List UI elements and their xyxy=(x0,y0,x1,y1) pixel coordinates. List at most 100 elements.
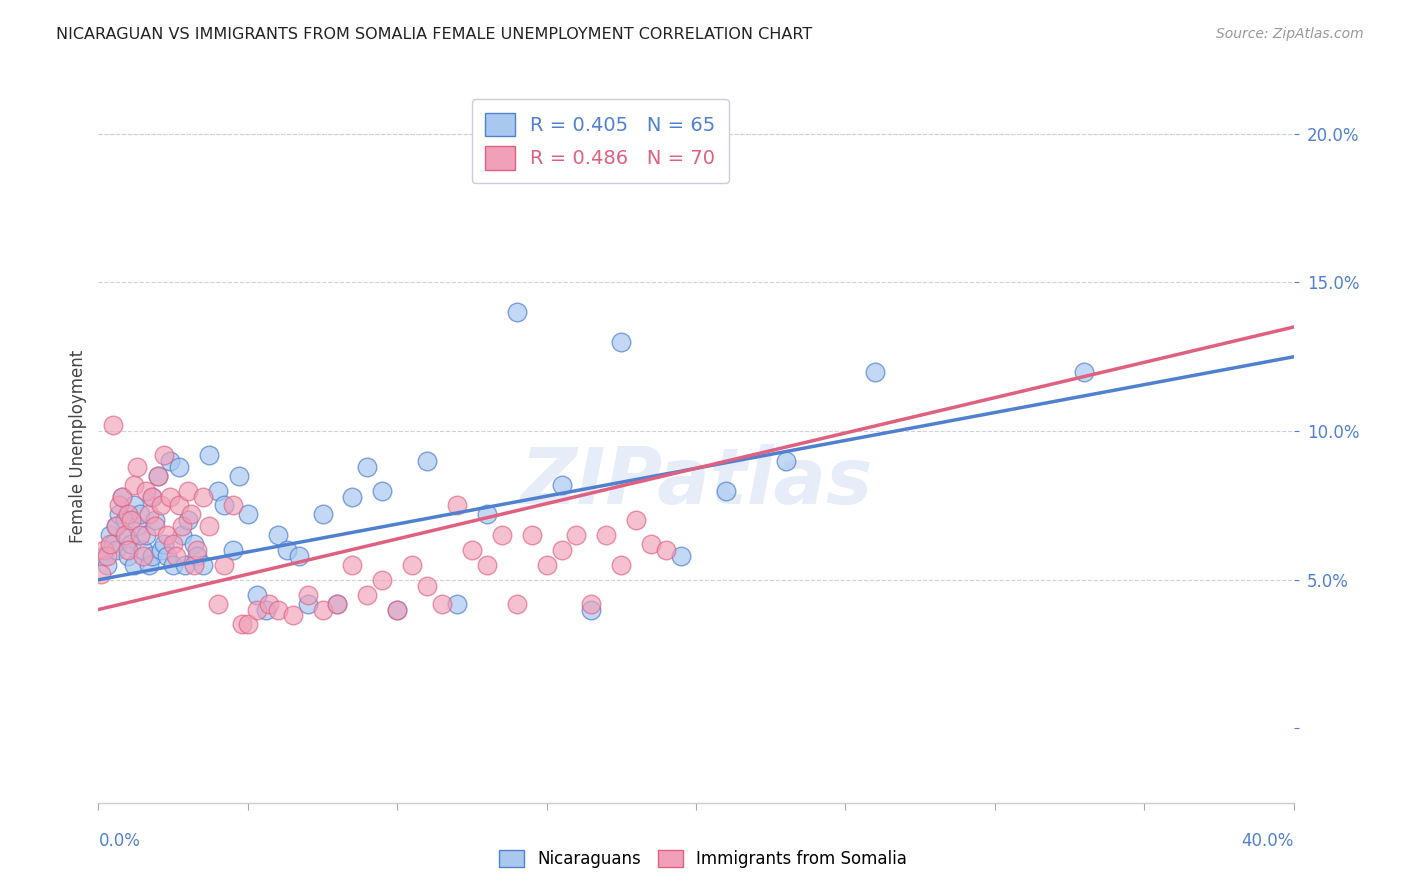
Point xyxy=(565,528,588,542)
Point xyxy=(96,549,118,563)
Point xyxy=(129,508,152,522)
Point xyxy=(93,543,115,558)
Point xyxy=(148,468,170,483)
Y-axis label: Female Unemployment: Female Unemployment xyxy=(69,350,87,542)
Text: ZIPatlas: ZIPatlas xyxy=(520,443,872,520)
Point xyxy=(446,597,468,611)
Point xyxy=(162,558,184,572)
Point xyxy=(475,558,498,572)
Point xyxy=(311,508,333,522)
Point xyxy=(626,513,648,527)
Point xyxy=(165,549,187,563)
Point xyxy=(141,490,163,504)
Point xyxy=(371,483,394,498)
Point xyxy=(135,528,157,542)
Point xyxy=(212,558,235,572)
Point xyxy=(254,602,277,616)
Point xyxy=(103,418,125,433)
Point xyxy=(581,602,603,616)
Point xyxy=(90,566,112,581)
Point xyxy=(356,588,378,602)
Point xyxy=(775,454,797,468)
Point xyxy=(129,528,152,542)
Point xyxy=(669,549,692,563)
Point xyxy=(257,597,280,611)
Point xyxy=(610,334,633,349)
Point xyxy=(236,508,259,522)
Point xyxy=(198,448,221,462)
Point xyxy=(156,549,179,563)
Point xyxy=(267,528,290,542)
Point xyxy=(172,519,194,533)
Point xyxy=(297,588,319,602)
Point xyxy=(430,597,453,611)
Point xyxy=(865,365,887,379)
Point xyxy=(183,537,205,551)
Point xyxy=(416,454,439,468)
Point xyxy=(132,549,155,563)
Point xyxy=(207,483,229,498)
Point xyxy=(96,558,118,572)
Point xyxy=(191,490,214,504)
Point xyxy=(236,617,259,632)
Point xyxy=(520,528,543,542)
Point xyxy=(536,558,558,572)
Point xyxy=(141,490,163,504)
Point xyxy=(183,558,205,572)
Point xyxy=(550,543,572,558)
Point xyxy=(159,490,181,504)
Point xyxy=(111,490,134,504)
Point xyxy=(105,543,128,558)
Point xyxy=(127,519,149,533)
Point xyxy=(446,499,468,513)
Point xyxy=(610,558,633,572)
Point xyxy=(120,513,142,527)
Point xyxy=(93,549,115,563)
Point xyxy=(98,528,122,542)
Text: Source: ZipAtlas.com: Source: ZipAtlas.com xyxy=(1216,27,1364,41)
Point xyxy=(267,602,290,616)
Text: 0.0%: 0.0% xyxy=(98,831,141,849)
Point xyxy=(1073,365,1095,379)
Point xyxy=(177,483,200,498)
Point xyxy=(714,483,737,498)
Point xyxy=(159,454,181,468)
Point xyxy=(326,597,349,611)
Point xyxy=(174,558,197,572)
Point xyxy=(276,543,298,558)
Point xyxy=(105,519,128,533)
Point xyxy=(231,617,253,632)
Point xyxy=(132,543,155,558)
Point xyxy=(356,459,378,474)
Point xyxy=(108,499,131,513)
Point xyxy=(177,513,200,527)
Point xyxy=(98,537,122,551)
Point xyxy=(228,468,250,483)
Text: 40.0%: 40.0% xyxy=(1241,831,1294,849)
Point xyxy=(103,537,125,551)
Point xyxy=(246,602,269,616)
Point xyxy=(385,602,409,616)
Point xyxy=(117,543,139,558)
Point xyxy=(167,459,190,474)
Point xyxy=(117,508,139,522)
Point xyxy=(246,588,269,602)
Point xyxy=(385,602,409,616)
Point xyxy=(342,490,364,504)
Point xyxy=(186,543,208,558)
Point xyxy=(401,558,423,572)
Point xyxy=(640,537,662,551)
Point xyxy=(124,499,146,513)
Point xyxy=(191,558,214,572)
Point xyxy=(127,459,149,474)
Point xyxy=(581,597,603,611)
Point xyxy=(198,519,221,533)
Point xyxy=(172,528,194,542)
Point xyxy=(461,543,484,558)
Point xyxy=(150,543,173,558)
Point xyxy=(162,537,184,551)
Point xyxy=(595,528,617,542)
Text: NICARAGUAN VS IMMIGRANTS FROM SOMALIA FEMALE UNEMPLOYMENT CORRELATION CHART: NICARAGUAN VS IMMIGRANTS FROM SOMALIA FE… xyxy=(56,27,813,42)
Point xyxy=(138,508,160,522)
Legend: R = 0.405   N = 65, R = 0.486   N = 70: R = 0.405 N = 65, R = 0.486 N = 70 xyxy=(472,99,728,184)
